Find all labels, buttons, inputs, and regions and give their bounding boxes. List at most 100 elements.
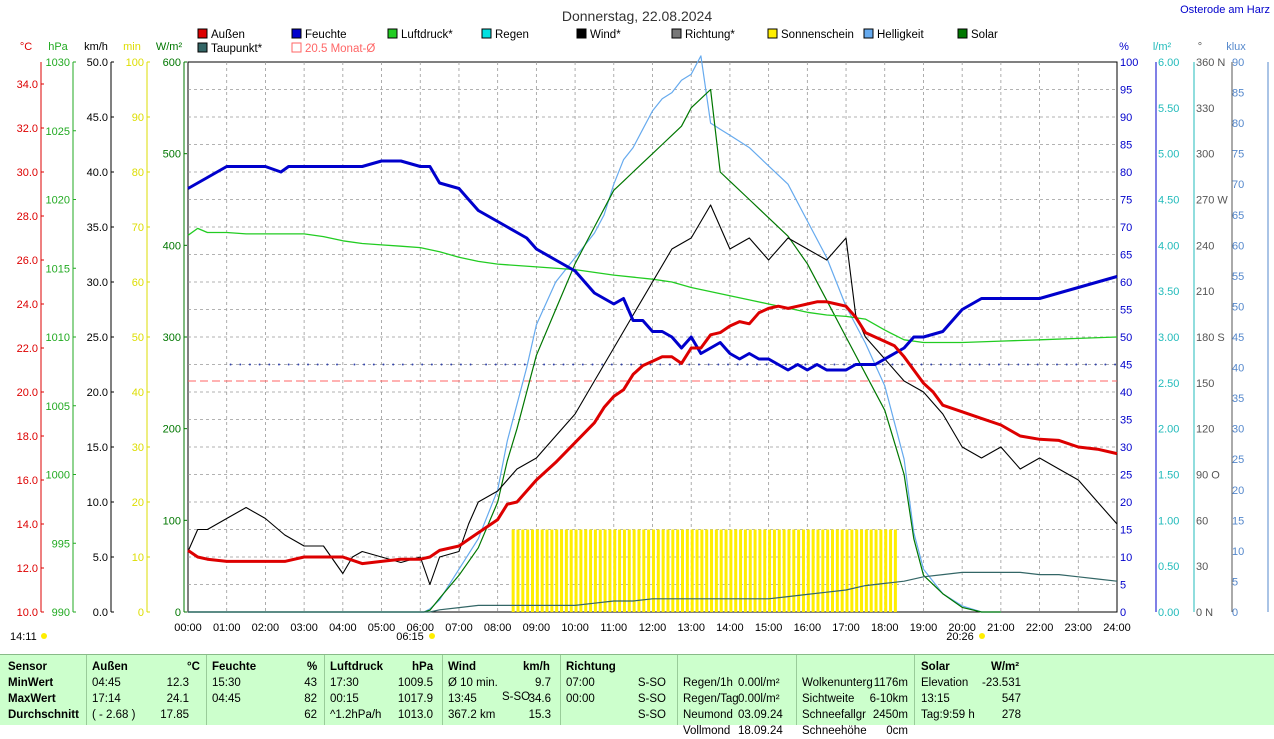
stats-luftdruck-time: 17:30 bbox=[330, 677, 359, 689]
stats-misc1-time: Neumond bbox=[683, 709, 733, 721]
current-time-icon bbox=[41, 633, 47, 639]
axis-tick-rain: 2.00 bbox=[1158, 424, 1179, 436]
axis-tick-pressure: 1015 bbox=[46, 263, 70, 275]
stats-misc1-value: 0.00l/m² bbox=[738, 677, 780, 689]
axis-tick-rain: 3.00 bbox=[1158, 332, 1179, 344]
axis-tick-temp: 34.0 bbox=[17, 79, 38, 91]
axis-tick-direction: 360 N bbox=[1196, 57, 1225, 69]
stats-feuchte-unit: % bbox=[307, 661, 318, 673]
axis-tick-direction: 90 O bbox=[1196, 470, 1220, 482]
legend-label: Außen bbox=[211, 29, 245, 41]
axis-tick-pressure: 990 bbox=[52, 607, 70, 619]
stats-solar-header: Solar W/m² bbox=[921, 661, 1020, 673]
direction-point bbox=[930, 363, 933, 366]
axis-title-pressure: hPa bbox=[48, 41, 68, 53]
weather-chart: Donnerstag, 22.08.2024 Außen Taupunkt* Feuc… bbox=[10, 8, 1269, 643]
axis-tick-solar: 100 bbox=[163, 515, 181, 527]
stats-richtung-value: S-SO bbox=[637, 677, 666, 689]
stats-misc1-value: 0.00l/m² bbox=[738, 693, 780, 705]
direction-point bbox=[287, 363, 290, 366]
direction-point bbox=[697, 363, 700, 366]
axis-tick-rain: 5.00 bbox=[1158, 149, 1179, 161]
legend-swatch bbox=[957, 28, 968, 39]
direction-point bbox=[1056, 363, 1059, 366]
axis-tick-rain: 0.50 bbox=[1158, 561, 1179, 573]
current-time-label: 14:11 bbox=[10, 631, 37, 643]
legend-swatch bbox=[767, 28, 778, 39]
stats-luftdruck-value: 1009.5 bbox=[397, 677, 433, 689]
axis-tick-humidity: 45 bbox=[1120, 360, 1132, 372]
axis-tick-temp: 24.0 bbox=[17, 299, 38, 311]
stats-misc2-time: Schneefallgr bbox=[802, 709, 866, 721]
x-tick-label: 06:00 bbox=[406, 622, 434, 634]
stats-richtung-value: S-SO bbox=[637, 709, 666, 721]
direction-point bbox=[891, 363, 894, 366]
stats-luftdruck-row bbox=[330, 723, 383, 739]
stats-misc1-row: Neumond 03.09.24 bbox=[683, 707, 783, 723]
x-tick-label: 01:00 bbox=[213, 622, 241, 634]
direction-point bbox=[1036, 363, 1039, 366]
axis-tick-sun_min: 60 bbox=[132, 277, 144, 289]
axis-tick-sun_min: 90 bbox=[132, 112, 144, 124]
stats-luftdruck-row: 17:30 1009.5 bbox=[330, 675, 433, 691]
legend-label: Richtung* bbox=[685, 29, 735, 41]
axis-tick-wind: 20.0 bbox=[87, 387, 108, 399]
axis-tick-lux: 85 bbox=[1232, 88, 1244, 100]
stats-richtung-row bbox=[566, 723, 616, 739]
series-wind bbox=[187, 204, 1118, 586]
stats-solar-row: 13:15 547 bbox=[921, 691, 1021, 707]
legend-label: Taupunkt* bbox=[211, 43, 263, 55]
axis-tick-lux: 60 bbox=[1232, 240, 1244, 252]
axis-tick-pressure: 1030 bbox=[46, 57, 70, 69]
direction-point bbox=[659, 363, 662, 366]
axis-tick-direction: 30 bbox=[1196, 561, 1208, 573]
axis-title-wind: km/h bbox=[84, 41, 108, 53]
x-tick-label: 12:00 bbox=[639, 622, 667, 634]
direction-point bbox=[523, 363, 526, 366]
stats-wind-row bbox=[448, 723, 498, 739]
stats-richtung: Richtung 07:00 S-SO 00:00 S-SO S-SO bbox=[566, 659, 666, 739]
direction-point bbox=[707, 363, 710, 366]
stats-misc2-time: Sichtweite bbox=[802, 693, 855, 705]
axis-tick-sun_min: 20 bbox=[132, 497, 144, 509]
stats-misc1-value: 18.09.24 bbox=[738, 725, 783, 737]
stats-aussen: Außen °C 04:45 12.3 17:14 24.1 ( - 2.68 ) 17.85 bbox=[92, 659, 200, 739]
direction-point bbox=[901, 363, 904, 366]
axis-tick-humidity: 60 bbox=[1120, 277, 1132, 289]
x-tick-label: 21:00 bbox=[987, 622, 1015, 634]
stats-aussen-value: 17.85 bbox=[160, 709, 189, 721]
station-name[interactable]: Osterode am Harz bbox=[1180, 4, 1270, 16]
stats-richtung-value: S-SO bbox=[637, 693, 666, 705]
direction-point bbox=[440, 363, 443, 366]
sunrise-icon bbox=[429, 633, 435, 639]
direction-point bbox=[1085, 363, 1088, 366]
stats-feuchte-row: 04:45 82 bbox=[212, 691, 317, 707]
direction-point bbox=[372, 363, 375, 366]
axis-tick-sun_min: 80 bbox=[132, 167, 144, 179]
direction-point bbox=[1065, 363, 1068, 366]
direction-point bbox=[326, 363, 329, 366]
stats-feuchte-value: 62 bbox=[304, 709, 317, 721]
axis-tick-direction: 150 bbox=[1196, 378, 1214, 390]
stats-wind-row: Ø 10 min. 9.7 bbox=[448, 675, 551, 691]
stats-feuchte-header: Feuchte% bbox=[212, 661, 318, 673]
stats-richtung-header: Richtung bbox=[566, 661, 616, 673]
direction-point bbox=[688, 363, 691, 366]
direction-point bbox=[804, 363, 807, 366]
axis-tick-solar: 300 bbox=[163, 332, 181, 344]
axis-tick-rain: 4.50 bbox=[1158, 195, 1179, 207]
stats-wind-row: 13:45 34.6 bbox=[448, 691, 551, 707]
axis-tick-humidity: 100 bbox=[1120, 57, 1138, 69]
stats-solar-row: Tag:9:59 h 278 bbox=[921, 707, 1021, 723]
x-tick-label: 00:00 bbox=[174, 622, 202, 634]
chart-title: Donnerstag, 22.08.2024 bbox=[562, 8, 712, 24]
direction-point bbox=[306, 363, 309, 366]
legend-swatch bbox=[291, 42, 302, 53]
direction-point bbox=[543, 363, 546, 366]
stats-misc1-value: 03.09.24 bbox=[738, 709, 783, 721]
axis-tick-solar: 200 bbox=[163, 424, 181, 436]
stats-luftdruck-value: 1017.9 bbox=[397, 693, 433, 705]
axis-tick-rain: 1.50 bbox=[1158, 470, 1179, 482]
direction-point bbox=[336, 363, 339, 366]
stats-feuchte-row: 62 bbox=[212, 707, 317, 723]
